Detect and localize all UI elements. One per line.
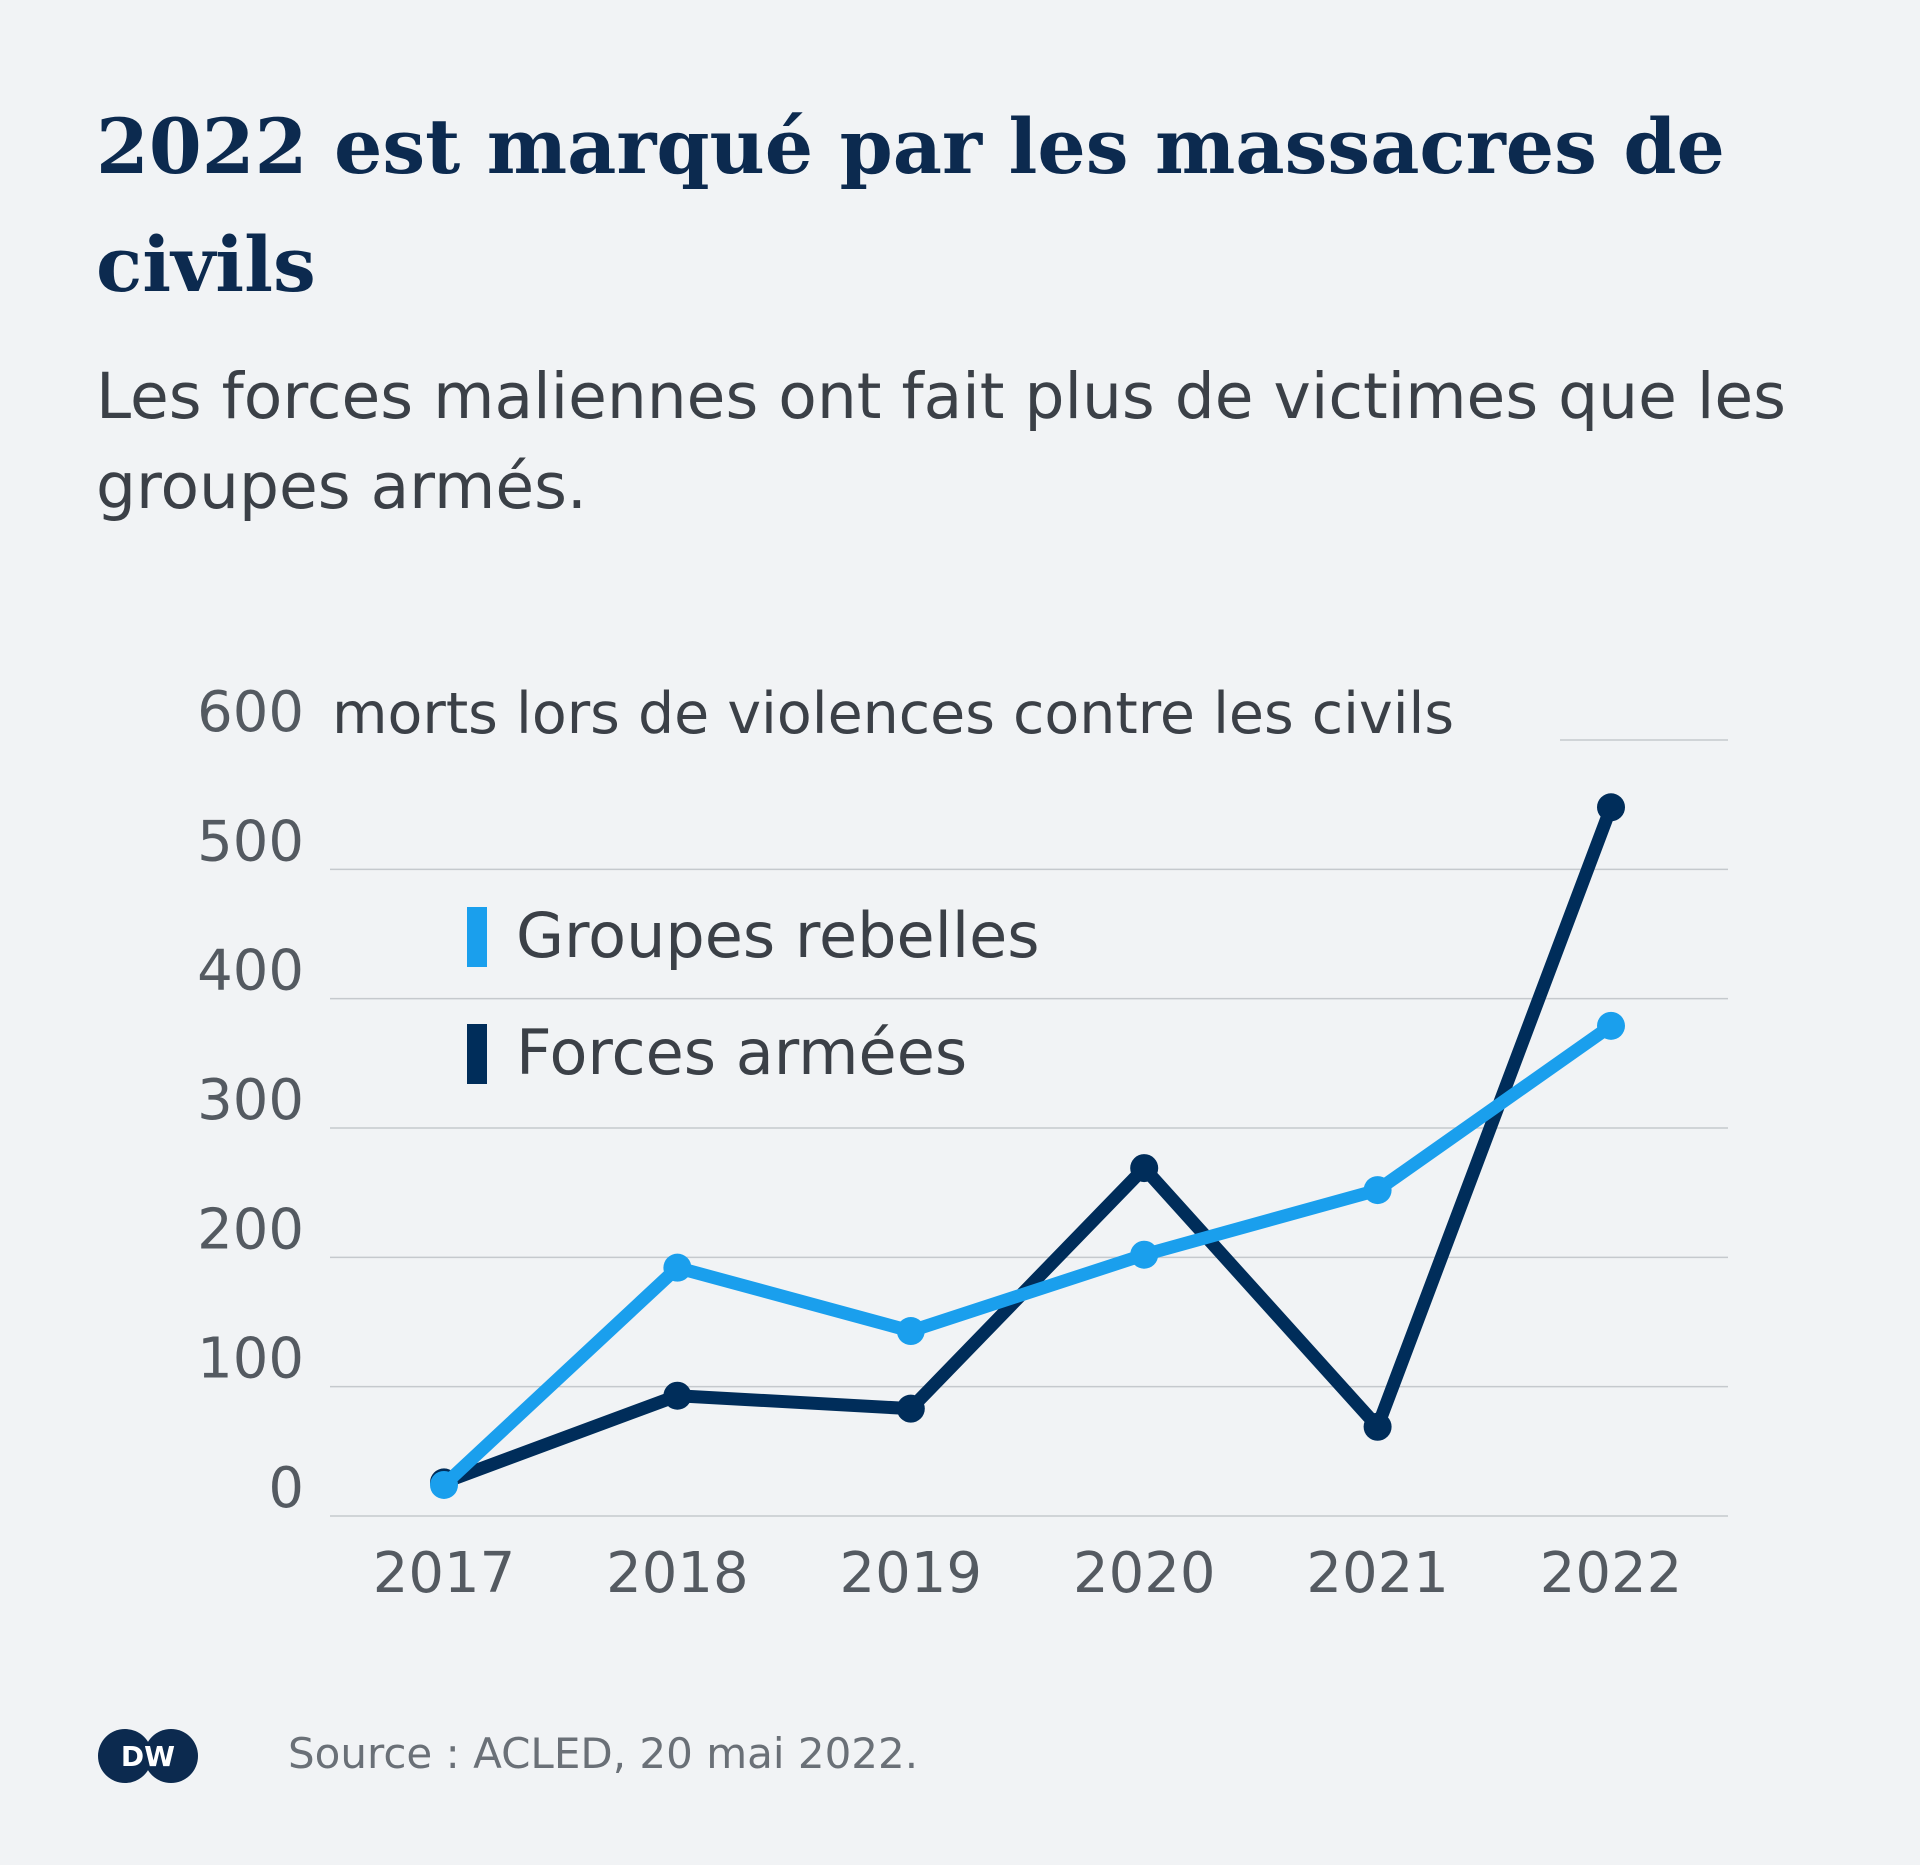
data-point-s0-2019 bbox=[896, 1317, 925, 1346]
data-point-s1-2019 bbox=[896, 1394, 925, 1423]
data-point-s0-2022 bbox=[1597, 1011, 1625, 1040]
y-tick-label-500: 500 bbox=[197, 809, 304, 874]
series-line-0 bbox=[437, 1019, 1618, 1492]
x-tick-label-2017: 2017 bbox=[373, 1541, 516, 1606]
x-tick-label-2018: 2018 bbox=[606, 1541, 749, 1606]
grid-lines bbox=[330, 739, 1728, 1517]
y-tick-label-300: 300 bbox=[197, 1068, 304, 1133]
data-point-s1-2018 bbox=[663, 1381, 692, 1410]
chart-title: 2022 est marqué par les massacres de civ… bbox=[96, 102, 1725, 309]
y-axis-label: morts lors de violences contre les civil… bbox=[332, 681, 1454, 747]
x-tick-label-2020: 2020 bbox=[1073, 1541, 1216, 1606]
y-tick-label-100: 100 bbox=[197, 1327, 304, 1392]
x-tick-label-2022: 2022 bbox=[1540, 1541, 1683, 1606]
legend: Groupes rebelles Forces armées bbox=[467, 899, 1040, 1089]
x-tick-label-2019: 2019 bbox=[840, 1541, 983, 1606]
data-point-s0-2021 bbox=[1363, 1176, 1392, 1205]
logo-text: DW bbox=[121, 1740, 175, 1773]
legend-swatch-1 bbox=[467, 1024, 487, 1084]
data-point-s1-2021 bbox=[1363, 1412, 1392, 1441]
chart-subtitle: Les forces maliennes ont fait plus de vi… bbox=[96, 360, 1786, 523]
source-note: Source : ACLED, 20 mai 2022. bbox=[288, 1729, 919, 1778]
data-point-s1-2022 bbox=[1597, 793, 1625, 822]
legend-label-0: Groupes rebelles bbox=[516, 899, 1040, 972]
data-point-s1-2020 bbox=[1130, 1154, 1159, 1183]
y-axis-ticks: 0 100 200 300 400 500 600 bbox=[197, 680, 304, 1521]
x-axis-ticks: 2017 2018 2019 2020 2021 2022 bbox=[373, 1541, 1683, 1606]
data-point-s0-2018 bbox=[663, 1253, 692, 1282]
data-point-s0-2017 bbox=[430, 1470, 458, 1499]
dw-logo-icon: DW bbox=[98, 1729, 198, 1783]
legend-label-1: Forces armées bbox=[516, 1016, 967, 1089]
y-tick-label-0: 0 bbox=[268, 1456, 304, 1521]
y-tick-label-400: 400 bbox=[197, 939, 304, 1004]
y-tick-label-600: 600 bbox=[197, 680, 304, 745]
data-point-s0-2020 bbox=[1130, 1240, 1159, 1269]
y-tick-label-200: 200 bbox=[197, 1197, 304, 1262]
x-tick-label-2021: 2021 bbox=[1306, 1541, 1449, 1606]
series-layer bbox=[430, 793, 1625, 1499]
legend-swatch-0 bbox=[467, 907, 487, 967]
